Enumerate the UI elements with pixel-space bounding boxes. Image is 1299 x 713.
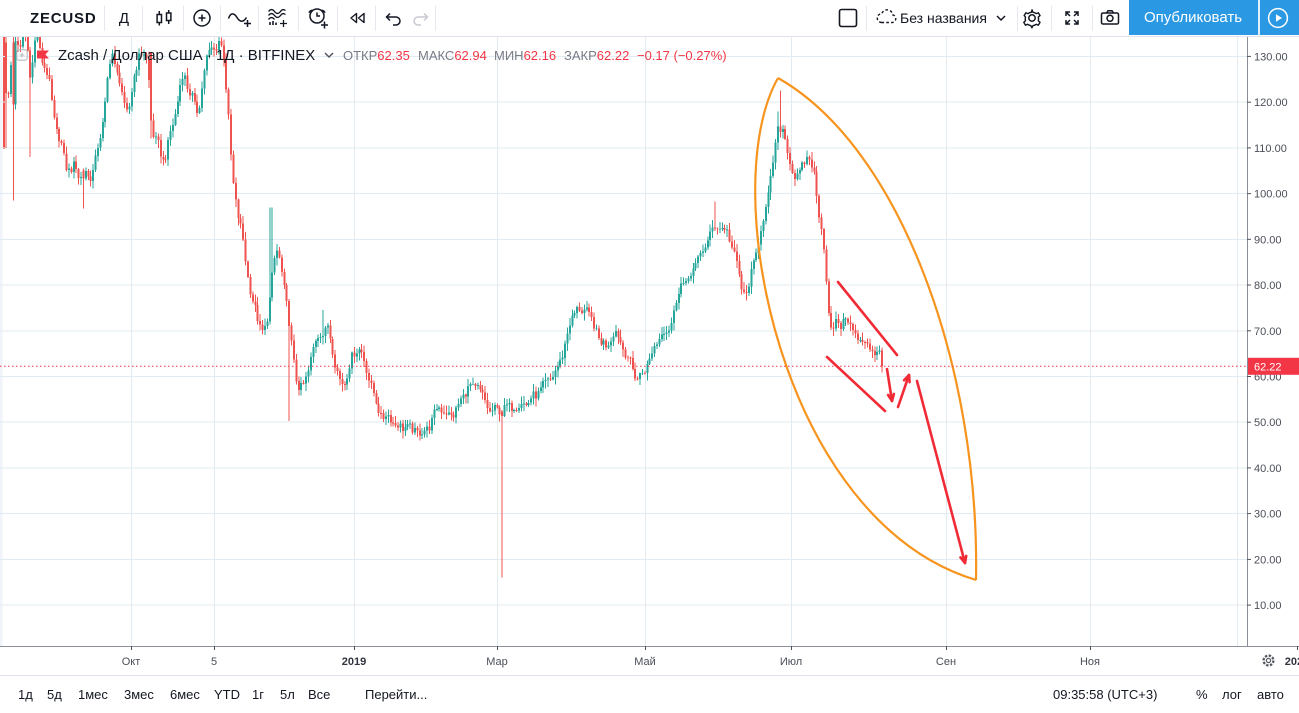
svg-text:Сен: Сен	[936, 656, 956, 668]
svg-text:50.00: 50.00	[1254, 417, 1282, 429]
svg-text:130.00: 130.00	[1254, 51, 1288, 63]
svg-text:5: 5	[211, 656, 217, 668]
svg-text:62.22: 62.22	[1254, 361, 1282, 373]
svg-text:2020: 2020	[1285, 656, 1299, 668]
svg-text:Июл: Июл	[780, 656, 802, 668]
svg-text:2019: 2019	[342, 656, 366, 668]
svg-text:10.00: 10.00	[1254, 600, 1282, 612]
svg-text:30.00: 30.00	[1254, 509, 1282, 521]
svg-text:80.00: 80.00	[1254, 280, 1282, 292]
svg-text:Май: Май	[634, 656, 656, 668]
svg-text:90.00: 90.00	[1254, 234, 1282, 246]
svg-text:70.00: 70.00	[1254, 326, 1282, 338]
svg-text:Окт: Окт	[122, 656, 141, 668]
svg-text:100.00: 100.00	[1254, 189, 1288, 201]
svg-text:40.00: 40.00	[1254, 463, 1282, 475]
svg-text:Мар: Мар	[486, 656, 508, 668]
svg-text:110.00: 110.00	[1254, 143, 1287, 155]
svg-text:20.00: 20.00	[1254, 554, 1282, 566]
svg-text:Ноя: Ноя	[1080, 656, 1100, 668]
svg-text:120.00: 120.00	[1254, 97, 1288, 109]
